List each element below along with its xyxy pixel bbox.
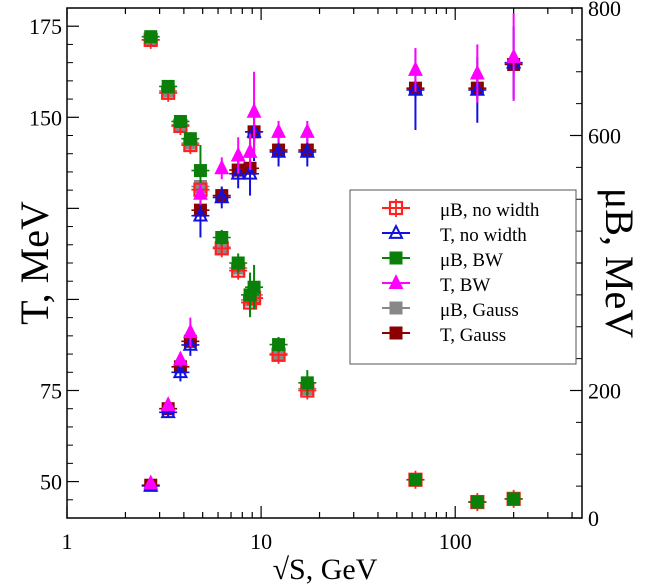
y-right-tick-label: 0 — [588, 506, 599, 531]
legend-label: T, Gauss — [440, 325, 506, 346]
x-axis-title: √S, GeV — [273, 553, 378, 586]
y-left-tick-label: 75 — [40, 379, 62, 404]
legend-label: μB, Gauss — [440, 300, 519, 321]
y-left-tick-label: 175 — [29, 14, 62, 39]
y-left-tick-label: 150 — [29, 105, 62, 130]
x-tick-label: 100 — [439, 529, 472, 554]
chart-figure: 1 10 100 50 75 150 175 0 200 600 800 √S, GeV T, Me… — [0, 0, 649, 586]
y-left-tick-label: 50 — [40, 470, 62, 495]
legend-label: T, BW — [440, 275, 490, 296]
y-right-tick-label: 800 — [588, 0, 621, 21]
x-tick-label: 10 — [250, 529, 272, 554]
legend-label: T, no width — [440, 225, 527, 246]
y-axis-left-title: T, MeV — [12, 201, 57, 325]
legend: μB, no width T, no width μB, BW T, BW μB, Ga… — [350, 190, 576, 364]
y-right-tick-label: 600 — [588, 124, 621, 149]
y-right-tick-label: 200 — [588, 379, 621, 404]
y-axis-right-title: μB, MeV — [597, 188, 642, 338]
x-tick-label: 1 — [62, 529, 73, 554]
legend-label: μB, no width — [440, 200, 540, 221]
legend-label: μB, BW — [440, 250, 503, 271]
